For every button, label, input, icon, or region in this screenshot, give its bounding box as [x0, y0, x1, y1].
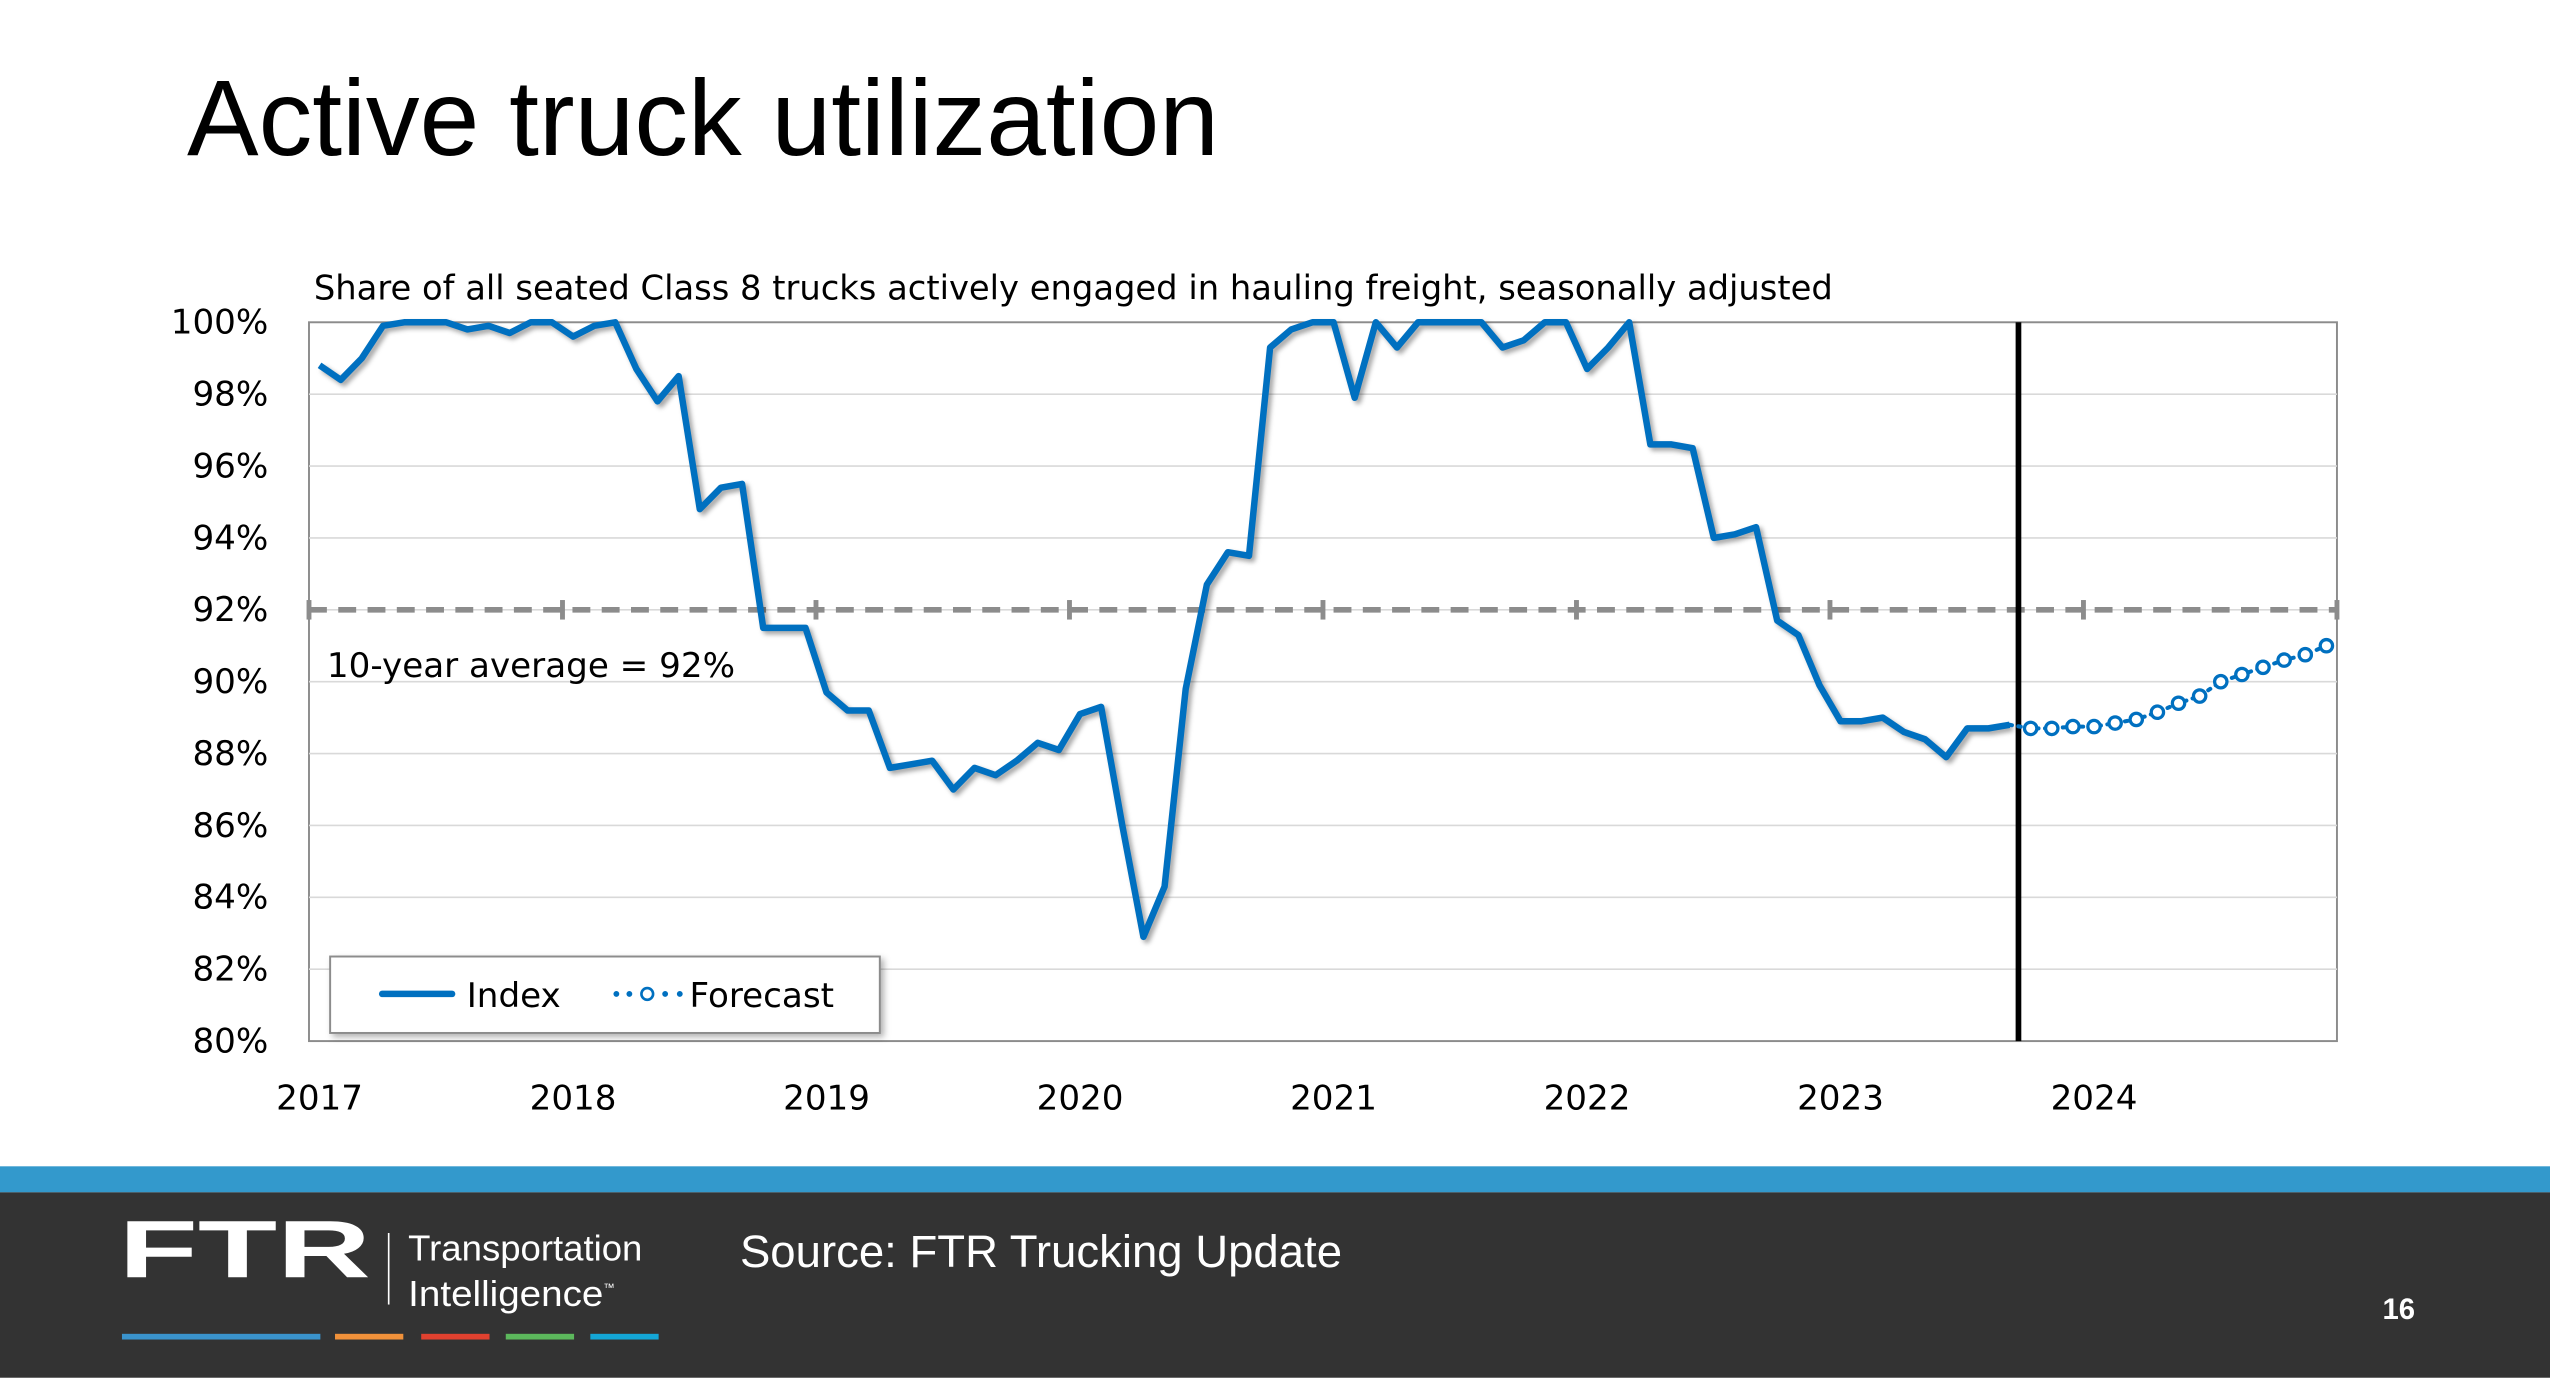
- x-tick-label: 2022: [1544, 1078, 1631, 1118]
- reference-line-label: 10-year average = 92%: [327, 646, 735, 686]
- forecast-point: [2022, 720, 2039, 737]
- svg-text:FTR: FTR: [119, 1204, 371, 1295]
- forecast-point: [2297, 646, 2314, 663]
- logo-stripe: [590, 1333, 659, 1340]
- y-tick-label: 100%: [171, 303, 269, 343]
- legend-forecast-swatch: [613, 986, 683, 1002]
- y-tick-label: 96%: [192, 446, 268, 486]
- x-tick-label: 2024: [2051, 1078, 2138, 1118]
- y-tick-label: 90%: [192, 662, 268, 702]
- logo-stripe: [421, 1333, 490, 1340]
- chart: 80% 82% 84% 86% 88% 90% 92% 94% 96% 98% 100% 2017 2…: [171, 303, 2340, 1118]
- forecast-point: [2276, 652, 2292, 668]
- footer: [0, 1192, 2550, 1378]
- legend-forecast-label: Forecast: [690, 976, 834, 1016]
- x-tick-label: 2023: [1797, 1078, 1884, 1118]
- x-tick-label: 2020: [1037, 1078, 1124, 1118]
- y-tick-label: 80%: [192, 1021, 268, 1061]
- forecast-point: [2191, 688, 2208, 704]
- legend-index-label: Index: [467, 976, 561, 1016]
- forecast-point: [2234, 666, 2250, 683]
- forecast-point: [2107, 715, 2123, 731]
- x-tick-label: 2018: [530, 1078, 617, 1118]
- chart-subtitle: Share of all seated Class 8 trucks activ…: [314, 269, 1833, 309]
- y-tick-label: 92%: [192, 590, 268, 630]
- y-tick-label: 98%: [192, 375, 268, 415]
- x-tick-label: 2017: [276, 1078, 363, 1118]
- forecast-point: [2128, 711, 2145, 728]
- x-tick-label: 2021: [1290, 1078, 1377, 1118]
- logo-stripe: [121, 1333, 321, 1340]
- y-tick-label: 84%: [192, 878, 268, 918]
- source-note: Source: FTR Trucking Update: [740, 1226, 1342, 1277]
- logo-stripe: [335, 1333, 404, 1340]
- legend: Index Forecast: [329, 955, 881, 1034]
- forecast-point: [2170, 695, 2187, 712]
- forecast-point: [2086, 718, 2102, 735]
- page-number: 16: [2382, 1294, 2415, 1326]
- y-tick-label: 86%: [192, 806, 268, 846]
- y-tick-label: 94%: [192, 518, 268, 558]
- forecast-point: [2318, 637, 2335, 654]
- forecast-point: [2212, 673, 2229, 690]
- svg-text:™: ™: [603, 1283, 614, 1295]
- forecast-point: [2255, 659, 2271, 676]
- y-tick-label: 88%: [192, 734, 268, 774]
- svg-text:Intelligence: Intelligence: [408, 1274, 603, 1314]
- footer-band: [0, 1166, 2550, 1193]
- ftr-logo: FTR Transportation Intelligence ™: [119, 1204, 659, 1340]
- forecast-point: [2149, 704, 2166, 721]
- index-series-line: [317, 319, 2011, 941]
- forecast-point: [2043, 720, 2060, 737]
- slide-title: Active truck utilization: [187, 58, 1219, 178]
- forecast-point: [2065, 718, 2081, 735]
- x-tick-label: 2019: [783, 1078, 870, 1118]
- svg-text:Transportation: Transportation: [408, 1229, 642, 1269]
- y-tick-label: 82%: [192, 950, 268, 990]
- forecast-series-line: [2007, 643, 2329, 731]
- logo-stripe: [505, 1333, 575, 1340]
